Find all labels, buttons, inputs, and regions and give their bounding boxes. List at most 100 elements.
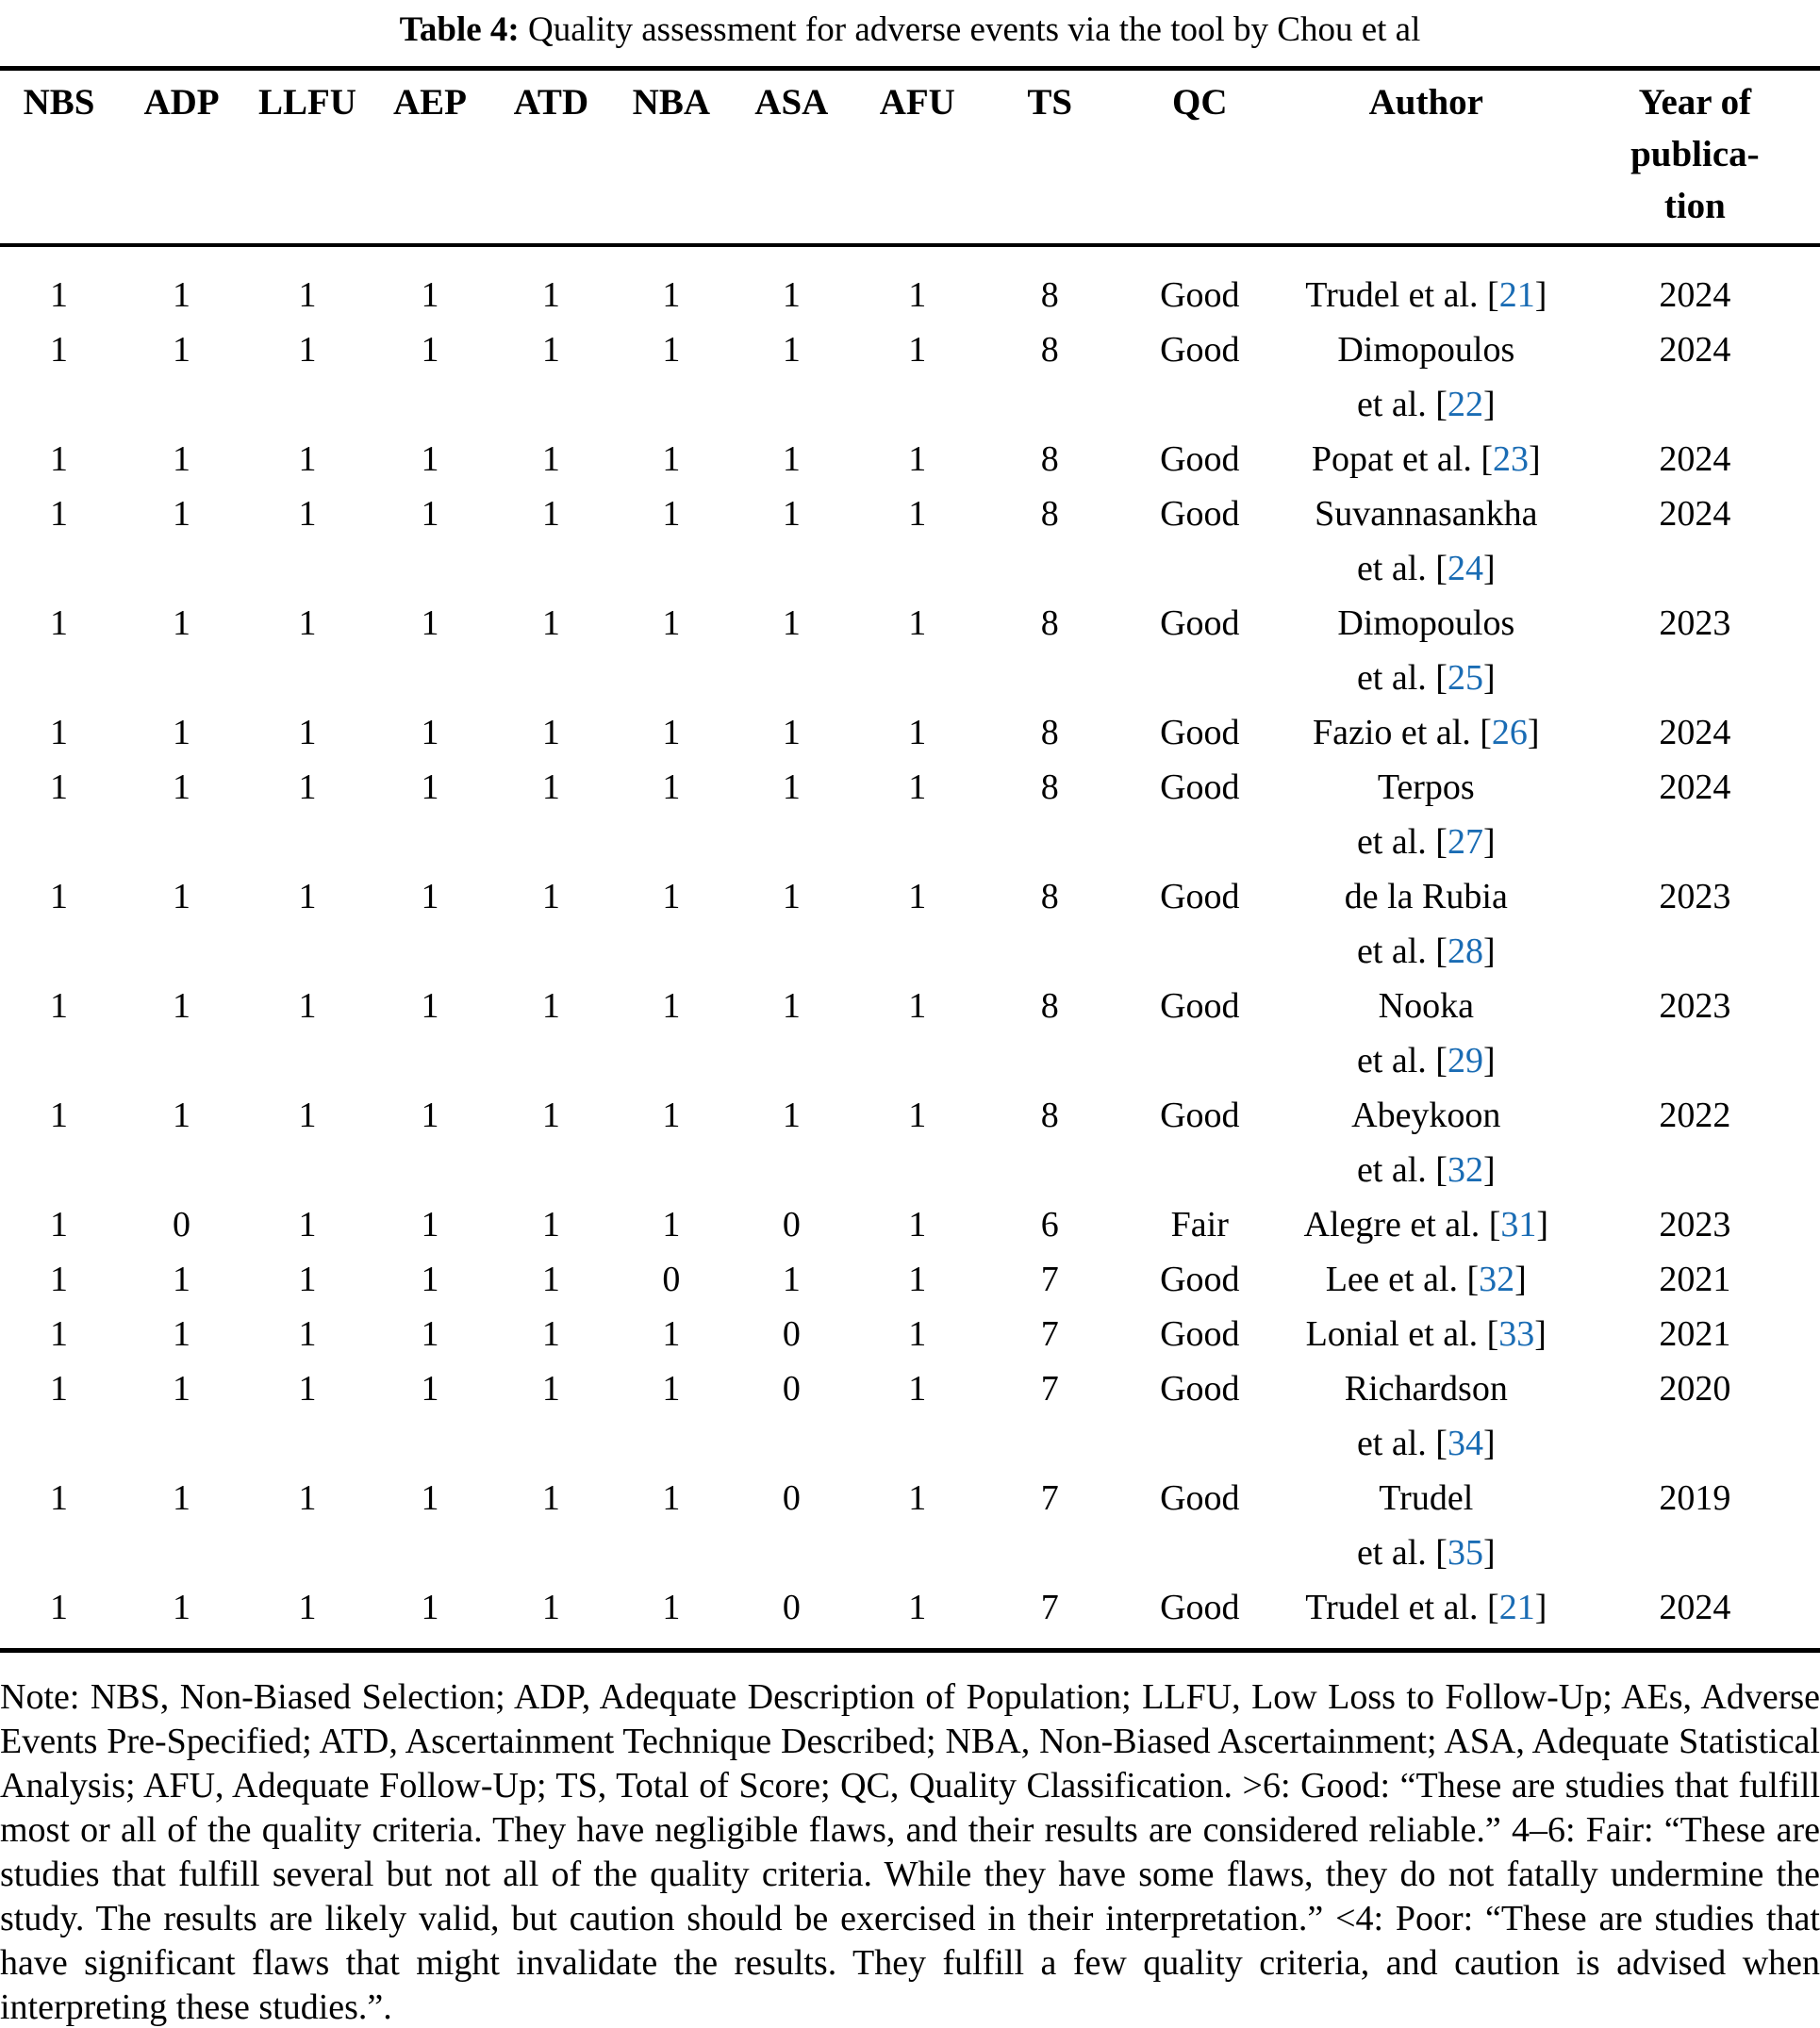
col-header-llfu: LLFU (257, 82, 356, 123)
table-row: 1 0 1 1 1 1 0 1 6 Fair Alegre et al. [31] 2023 (0, 1197, 1820, 1252)
score-cell: 1 (908, 767, 927, 807)
col-header-afu: AFU (879, 82, 955, 123)
score-cell: 1 (908, 713, 927, 752)
col-header-ts: TS (1027, 82, 1073, 123)
table-row: 1 1 1 1 1 0 1 1 7 Good Lee et al. [32] 2021 (0, 1252, 1820, 1307)
author-cell: Trudel et al. [21] (1282, 1580, 1570, 1651)
citation-link[interactable]: 26 (1491, 713, 1528, 752)
quality-classification-cell: Fair (1170, 1205, 1229, 1245)
quality-classification-cell: Good (1160, 986, 1240, 1026)
score-cell: 0 (173, 1205, 191, 1245)
total-score-cell: 8 (1040, 986, 1059, 1026)
score-cell: 1 (662, 877, 681, 916)
score-cell: 1 (50, 603, 69, 643)
year-cell: 2021 (1659, 1314, 1731, 1354)
score-cell: 1 (298, 603, 317, 643)
score-cell: 1 (173, 1096, 191, 1135)
score-cell: 1 (908, 1260, 927, 1299)
score-cell: 0 (782, 1369, 801, 1409)
score-cell: 1 (421, 275, 439, 315)
citation-link[interactable]: 22 (1447, 385, 1483, 424)
score-cell: 0 (782, 1205, 801, 1245)
score-cell: 1 (662, 767, 681, 807)
citation-link[interactable]: 21 (1498, 275, 1535, 315)
score-cell: 1 (782, 603, 801, 643)
author-line: et al. [28] (1356, 932, 1496, 971)
author-cell: de la Rubia et al. [28] (1282, 869, 1570, 979)
year-cell: 2023 (1659, 1205, 1731, 1245)
score-cell: 1 (662, 439, 681, 479)
table-row: 1 1 1 1 1 1 1 1 8 Good Dimopoulos et al. [22] 2024 (0, 322, 1820, 432)
score-cell: 1 (908, 494, 927, 534)
author-line: Lee et al. [32] (1325, 1260, 1527, 1299)
score-cell: 1 (298, 986, 317, 1026)
score-cell: 1 (173, 1314, 191, 1354)
table-row: 1 1 1 1 1 1 0 1 7 Good Lonial et al. [33] 2021 (0, 1307, 1820, 1361)
year-cell: 2024 (1659, 713, 1731, 752)
score-cell: 0 (782, 1478, 801, 1518)
score-cell: 1 (298, 877, 317, 916)
score-cell: 1 (421, 494, 439, 534)
citation-link[interactable]: 25 (1447, 658, 1483, 698)
score-cell: 1 (298, 494, 317, 534)
citation-link[interactable]: 23 (1492, 439, 1529, 479)
quality-classification-cell: Good (1160, 494, 1240, 534)
total-score-cell: 8 (1040, 713, 1059, 752)
table-row: 1 1 1 1 1 1 1 1 8 Good Terpos et al. [27] 2024 (0, 760, 1820, 869)
score-cell: 1 (908, 1369, 927, 1409)
score-cell: 1 (173, 1588, 191, 1627)
citation-link[interactable]: 35 (1447, 1533, 1483, 1573)
citation-link[interactable]: 32 (1479, 1260, 1515, 1299)
citation-link[interactable]: 33 (1498, 1314, 1535, 1354)
citation-link[interactable]: 32 (1447, 1150, 1483, 1190)
score-cell: 1 (662, 713, 681, 752)
score-cell: 1 (173, 1369, 191, 1409)
author-cell: Popat et al. [23] (1282, 432, 1570, 486)
author-line: et al. [27] (1356, 822, 1496, 862)
col-header-nba: NBA (632, 82, 711, 123)
citation-link[interactable]: 31 (1500, 1205, 1537, 1245)
table-header-row: NBS ADP LLFU AEP ATD NBA ASA AFU TS QC Author Year … (0, 69, 1820, 246)
author-line: Trudel et al. [21] (1305, 275, 1547, 315)
score-cell: 1 (50, 1260, 69, 1299)
score-cell: 1 (541, 494, 560, 534)
author-line: Trudel (1379, 1478, 1474, 1518)
score-cell: 1 (421, 1588, 439, 1627)
score-cell: 0 (782, 1588, 801, 1627)
citation-link[interactable]: 29 (1447, 1041, 1483, 1080)
score-cell: 1 (662, 494, 681, 534)
total-score-cell: 8 (1040, 275, 1059, 315)
quality-classification-cell: Good (1160, 439, 1240, 479)
author-line: Fazio et al. [26] (1312, 713, 1540, 752)
year-cell: 2024 (1659, 494, 1731, 534)
score-cell: 0 (782, 1314, 801, 1354)
citation-link[interactable]: 21 (1498, 1588, 1535, 1627)
citation-link[interactable]: 24 (1447, 549, 1483, 588)
citation-link[interactable]: 28 (1447, 932, 1483, 971)
total-score-cell: 7 (1040, 1369, 1059, 1409)
citation-link[interactable]: 34 (1447, 1424, 1483, 1463)
score-cell: 1 (50, 1314, 69, 1354)
table-row: 1 1 1 1 1 1 0 1 7 Good Trudel et al. [21] 2024 (0, 1580, 1820, 1651)
year-cell: 2021 (1659, 1260, 1731, 1299)
score-cell: 1 (908, 275, 927, 315)
score-cell: 1 (298, 330, 317, 370)
score-cell: 1 (662, 1369, 681, 1409)
citation-link[interactable]: 27 (1447, 822, 1483, 862)
score-cell: 1 (298, 713, 317, 752)
table-caption-text: Quality assessment for adverse events vi… (528, 10, 1421, 49)
score-cell: 1 (173, 603, 191, 643)
total-score-cell: 7 (1040, 1478, 1059, 1518)
score-cell: 1 (298, 439, 317, 479)
year-cell: 2024 (1659, 439, 1731, 479)
quality-assessment-table: NBS ADP LLFU AEP ATD NBA ASA AFU TS QC Author Year … (0, 66, 1820, 1653)
col-header-nbs: NBS (23, 82, 95, 123)
year-cell: 2024 (1659, 767, 1731, 807)
quality-classification-cell: Good (1160, 767, 1240, 807)
author-cell: Lonial et al. [33] (1282, 1307, 1570, 1361)
table-row: 1 1 1 1 1 1 1 1 8 Good Fazio et al. [26] 2024 (0, 705, 1820, 760)
table-caption-label: Table 4: (399, 10, 520, 49)
table-row: 1 1 1 1 1 1 1 1 8 Good Suvannasankha et al. [24] 202… (0, 486, 1820, 596)
col-header-asa: ASA (754, 82, 829, 123)
score-cell: 1 (662, 1205, 681, 1245)
